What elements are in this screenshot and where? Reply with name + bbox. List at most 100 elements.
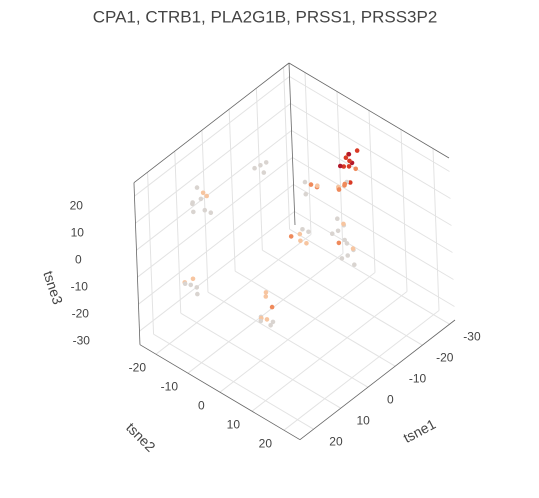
- point: [297, 231, 303, 237]
- point: [195, 291, 200, 297]
- axis-line: [133, 62, 290, 184]
- grid-line: [292, 157, 453, 253]
- point: [346, 151, 352, 157]
- point: [194, 185, 200, 190]
- point: [341, 221, 346, 227]
- y-tick-label: 20: [259, 437, 273, 451]
- point: [264, 317, 270, 322]
- point: [270, 319, 276, 325]
- grid-line: [293, 184, 454, 280]
- y-tick-label: 0: [198, 399, 205, 413]
- grid-line: [291, 130, 452, 226]
- x-tick-label: 0: [387, 393, 394, 407]
- point: [258, 318, 264, 324]
- point: [298, 238, 303, 244]
- grid: [134, 67, 455, 431]
- z-tick-label: 0: [75, 252, 82, 266]
- z-axis-title: tsne3: [40, 269, 66, 307]
- point: [336, 187, 342, 192]
- point: [347, 158, 352, 164]
- point: [304, 241, 309, 246]
- grid-line: [138, 184, 294, 305]
- x-tick-label: -10: [409, 372, 427, 386]
- point: [336, 240, 342, 246]
- point: [269, 304, 275, 310]
- z-tick-label: -20: [72, 306, 90, 320]
- grid-line: [294, 211, 455, 307]
- point: [204, 193, 210, 199]
- tick-labels: -30 -20 -10 0 10 20 -20 -10 0 10 20 -30 -20 -10 0 10 20: [70, 198, 481, 450]
- point: [353, 166, 359, 172]
- grid-line: [136, 130, 292, 251]
- grid-line: [368, 110, 376, 273]
- grid-line: [187, 253, 344, 374]
- grid-line: [134, 76, 290, 197]
- points: [182, 148, 360, 328]
- z-tick-label: 20: [70, 198, 84, 212]
- x-tick-label: -30: [463, 330, 481, 344]
- point: [194, 285, 200, 290]
- grid-line: [139, 211, 295, 332]
- point: [198, 196, 204, 202]
- grid-line: [255, 88, 263, 251]
- point: [300, 227, 305, 232]
- grid-line: [283, 67, 291, 230]
- point: [342, 237, 347, 243]
- point: [191, 209, 196, 215]
- x-tick-label: -20: [436, 351, 454, 365]
- y-axis-title: tsne2: [123, 419, 159, 455]
- grid-line: [174, 151, 182, 314]
- point: [308, 182, 314, 187]
- point: [343, 155, 349, 160]
- axes: [133, 62, 456, 441]
- point: [190, 276, 196, 282]
- grid-line: [400, 129, 408, 292]
- point: [350, 246, 356, 251]
- axis-line: [288, 62, 450, 159]
- point: [200, 190, 206, 196]
- grid-line: [135, 103, 291, 224]
- point: [208, 210, 214, 215]
- point: [306, 229, 311, 235]
- point: [345, 253, 351, 258]
- grid-line: [219, 272, 376, 393]
- point: [182, 281, 188, 287]
- z-tick-label: 10: [71, 225, 85, 239]
- point: [335, 228, 341, 234]
- grid-line: [290, 103, 451, 199]
- grid-line: [137, 157, 293, 278]
- grid-line: [251, 291, 408, 412]
- point: [252, 165, 257, 171]
- grid-line: [228, 109, 236, 272]
- x-axis-title: tsne1: [401, 416, 439, 446]
- point: [288, 234, 294, 239]
- point: [315, 183, 320, 188]
- point: [329, 231, 335, 236]
- y-tick-label: -10: [161, 380, 179, 394]
- axis-line: [288, 62, 296, 226]
- axis-line: [139, 344, 301, 441]
- point: [258, 163, 263, 168]
- grid-line: [304, 72, 312, 235]
- chart-title: CPA1, CTRB1, PLA2G1B, PRSS1, PRSS3P2: [93, 7, 438, 26]
- y-tick-label: 10: [227, 418, 241, 432]
- point: [263, 294, 269, 299]
- axis-line: [299, 319, 456, 441]
- point: [342, 181, 348, 187]
- point: [303, 191, 309, 197]
- point: [346, 164, 352, 169]
- z-tick-label: -10: [71, 279, 89, 293]
- point: [188, 282, 194, 288]
- point: [263, 290, 269, 295]
- point: [261, 170, 267, 175]
- point: [344, 241, 350, 246]
- grid-line: [147, 172, 155, 335]
- z-tick-label: -30: [73, 333, 91, 347]
- point: [202, 207, 208, 213]
- axis-line: [133, 182, 141, 345]
- point: [352, 262, 357, 268]
- x-tick-label: 20: [329, 435, 343, 449]
- grid-line: [432, 148, 440, 311]
- point: [341, 164, 347, 169]
